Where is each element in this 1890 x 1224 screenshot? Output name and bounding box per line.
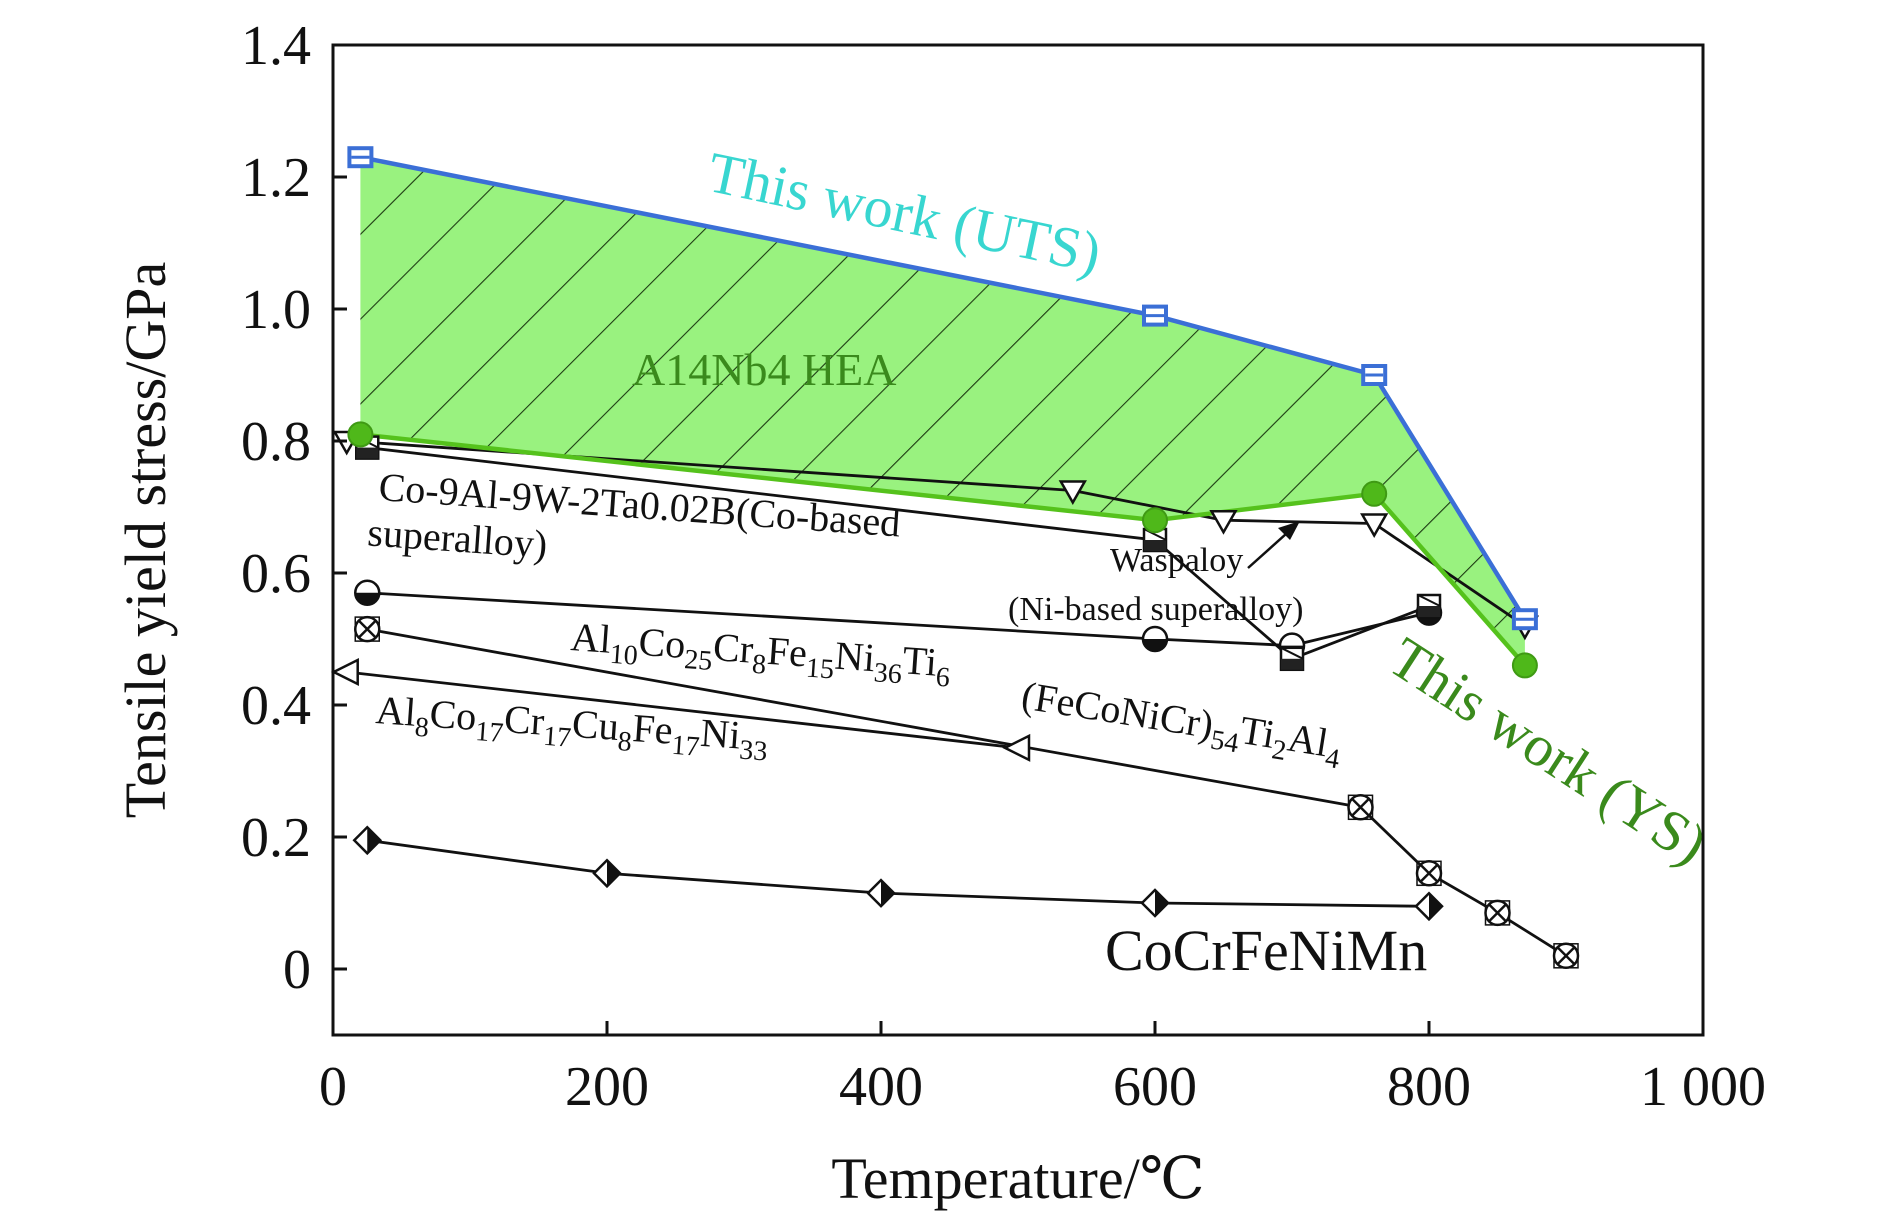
annotation-waspaloy-line2: (Ni-based superalloy) (1008, 591, 1304, 628)
annotation-waspaloy-line1: Waspaloy (1110, 542, 1243, 579)
y-tick-label-3: 0.6 (241, 543, 311, 605)
annotation-hea: A14Nb4 HEA (632, 344, 896, 395)
marker-co-based-2 (1279, 646, 1305, 672)
marker-al8-0 (330, 657, 359, 687)
marker-ys-2 (1361, 480, 1388, 507)
x-axis-title: Temperature/℃ (831, 1146, 1204, 1211)
series-line-uts (359, 154, 1527, 621)
marker-fecocr-3 (1484, 899, 1511, 927)
x-tick-label-0: 0 (319, 1056, 347, 1118)
series-line-co-based (367, 446, 1430, 661)
series-line-cocrfenimn (367, 838, 1430, 908)
y-tick-label-7: 1.4 (241, 15, 311, 77)
y-tick-label-6: 1.2 (241, 147, 311, 209)
tick-layer: 0 200 400 600 800 1 000 0 0.2 0.4 0.6 0.8 1.0 1.2 1.4 (241, 15, 1766, 1118)
waspaloy-arrow (1247, 521, 1300, 569)
marker-cocrfenimn-3 (1140, 888, 1170, 918)
annotation-fecocr: (FeCoNiCr)54Ti2Al4 (1017, 672, 1345, 775)
marker-cocrfenimn-2 (866, 878, 896, 908)
marker-uts-3 (1511, 608, 1538, 631)
annotation-al10-text: Al10Co25Cr8Fe15Ni36Ti6 (569, 614, 953, 693)
y-tick-label-1: 0.2 (241, 807, 311, 869)
y-tick-label-5: 1.0 (241, 279, 311, 341)
y-tick-label-2: 0.4 (241, 675, 311, 737)
annotation-fecocr-text: (FeCoNiCr)54Ti2Al4 (1017, 672, 1345, 775)
marker-cocrfenimn-0 (352, 825, 383, 856)
shaded-region-hatch (360, 157, 1525, 666)
marker-waspaloy-2 (1209, 509, 1238, 535)
marker-uts-1 (1142, 304, 1168, 327)
marker-cocrfenimn-4 (1414, 891, 1444, 922)
annotation-al8: Al8Co17Cr17Cu8Fe17Ni33 (374, 687, 770, 767)
series-line-al10 (367, 591, 1430, 647)
series-layer (346, 154, 1567, 957)
marker-layer (330, 146, 1580, 970)
marker-uts-2 (1361, 364, 1388, 386)
annotation-ys: This work (YS) (1378, 624, 1719, 877)
marker-fecocr-0 (354, 615, 381, 643)
x-tick-label-3: 600 (1113, 1056, 1197, 1118)
marker-fecocr-1 (1347, 794, 1374, 821)
marker-fecocr-2 (1415, 860, 1443, 887)
plot-frame (331, 43, 1705, 1037)
marker-ys-0 (347, 421, 374, 448)
marker-ys-3 (1511, 652, 1538, 679)
marker-cocrfenimn-1 (592, 858, 622, 889)
x-tick-label-1: 200 (565, 1056, 649, 1118)
marker-waspaloy-1 (1058, 480, 1087, 506)
x-tick-label-2: 400 (839, 1056, 923, 1118)
x-tick-label-5: 1 000 (1640, 1056, 1766, 1118)
marker-uts-0 (347, 146, 374, 169)
annotation-al8-text: Al8Co17Cr17Cu8Fe17Ni33 (374, 687, 770, 767)
marker-al10-0 (354, 579, 381, 607)
series-line-al8 (346, 670, 1019, 750)
x-tick-label-4: 800 (1387, 1056, 1471, 1118)
series-line-ys (360, 432, 1527, 667)
y-tick-label-0: 0 (283, 939, 311, 1001)
y-tick-label-4: 0.8 (241, 411, 311, 473)
marker-al10-1 (1141, 625, 1169, 653)
marker-al8-1 (1002, 733, 1031, 762)
marker-fecocr-4 (1552, 942, 1580, 970)
y-axis-title: Tensile yield stress/GPa (113, 262, 178, 819)
marker-co-based-3 (1416, 593, 1442, 619)
annotation-ys-text: This work (YS) (1378, 624, 1719, 877)
annotation-cocrfenimn: CoCrFeNiMn (1105, 918, 1427, 983)
marker-waspaloy-3 (1360, 513, 1389, 539)
annotation-al10: Al10Co25Cr8Fe15Ni36Ti6 (569, 614, 953, 693)
shaded-region-layer (360, 157, 1525, 666)
marker-ys-1 (1142, 507, 1168, 534)
